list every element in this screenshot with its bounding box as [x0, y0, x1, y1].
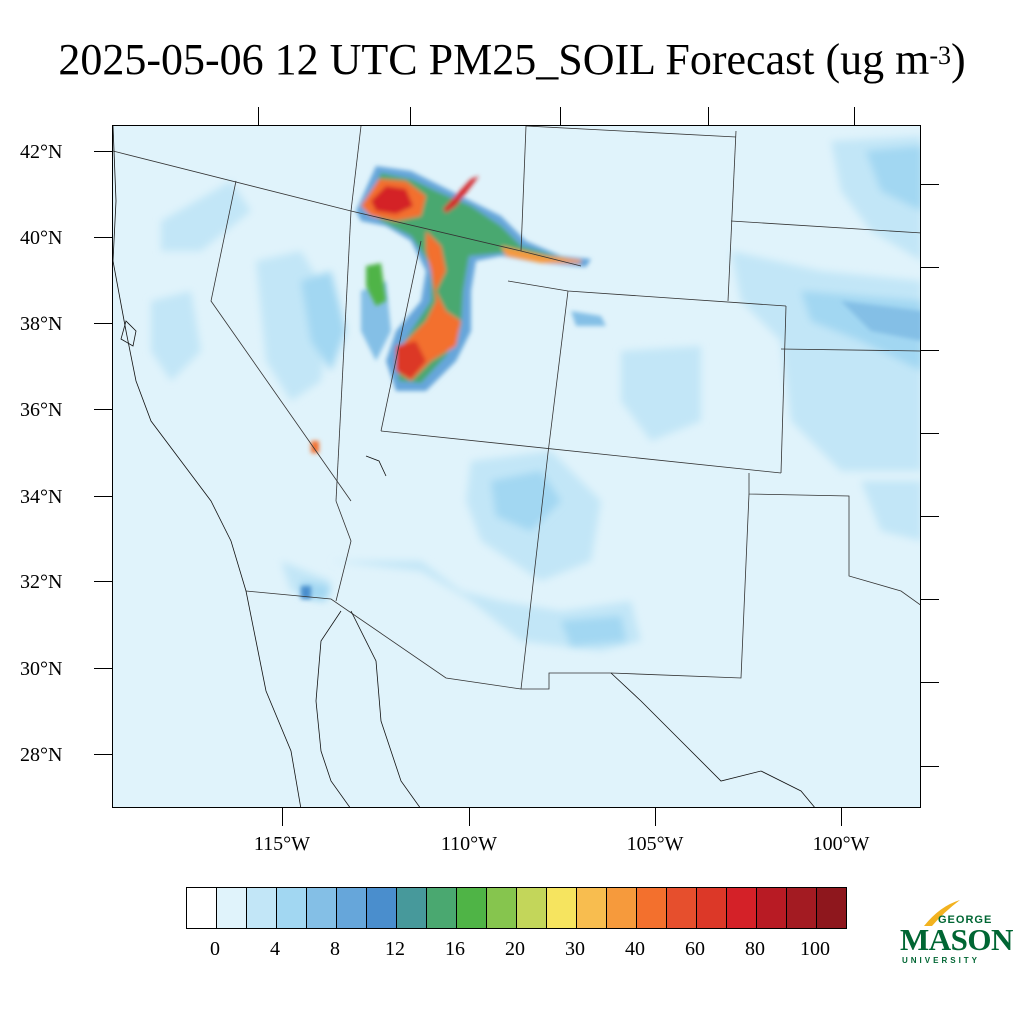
tick-left-42	[94, 151, 112, 152]
colorbar-cell	[637, 888, 667, 928]
map-panel	[112, 125, 921, 808]
tick-left-34	[94, 496, 112, 497]
lon-label-105w: 105°W	[626, 833, 684, 855]
colorbar-label-40: 40	[625, 938, 645, 960]
tick-right-6	[921, 599, 939, 600]
tick-right-1	[921, 184, 939, 185]
colorbar-cell	[247, 888, 277, 928]
tick-right-8	[921, 766, 939, 767]
lon-label-110w: 110°W	[440, 833, 498, 855]
logo-mason: MASON	[900, 922, 1013, 957]
tick-bottom-105w	[655, 808, 656, 826]
colorbar-cell	[517, 888, 547, 928]
colorbar-label-16: 16	[445, 938, 465, 960]
tick-right-5	[921, 516, 939, 517]
tick-bottom-110w	[469, 808, 470, 826]
tick-top-5	[854, 107, 855, 125]
title-close: )	[951, 35, 966, 84]
colorbar-label-80: 80	[745, 938, 765, 960]
lon-label-100w: 100°W	[812, 833, 870, 855]
lat-label-32n: 32°N	[20, 571, 63, 593]
colorbar-cell	[337, 888, 367, 928]
colorbar-cell	[277, 888, 307, 928]
tick-right-2	[921, 267, 939, 268]
colorbar-cell	[787, 888, 817, 928]
tick-left-30	[94, 668, 112, 669]
tick-left-40	[94, 237, 112, 238]
tick-right-3	[921, 350, 939, 351]
colorbar-label-4: 4	[270, 938, 280, 960]
colorbar-cell	[817, 888, 846, 928]
lon-label-115w: 115°W	[253, 833, 311, 855]
colorbar-cell	[187, 888, 217, 928]
low-concentration-field	[151, 136, 920, 651]
lat-label-38n: 38°N	[20, 313, 63, 335]
colorbar-cell	[487, 888, 517, 928]
colorbar-cell	[397, 888, 427, 928]
colorbar-cell	[427, 888, 457, 928]
colorbar-cell	[577, 888, 607, 928]
colorbar-cell	[217, 888, 247, 928]
lat-label-40n: 40°N	[20, 227, 63, 249]
lat-label-30n: 30°N	[20, 658, 63, 680]
colorbar-cell	[457, 888, 487, 928]
tick-right-7	[921, 682, 939, 683]
logo-george: GEORGE	[938, 914, 993, 926]
title-text: 2025-05-06 12 UTC PM25_SOIL Forecast (ug…	[58, 35, 930, 84]
colorbar-cell	[367, 888, 397, 928]
colorbar-cell	[697, 888, 727, 928]
colorbar-label-8: 8	[330, 938, 340, 960]
tick-left-36	[94, 409, 112, 410]
logo-university: UNIVERSITY	[902, 956, 981, 965]
high-concentration-plume	[301, 166, 591, 599]
colorbar-cell	[727, 888, 757, 928]
lat-label-42n: 42°N	[20, 141, 63, 163]
tick-bottom-100w	[841, 808, 842, 826]
george-mason-logo: GEORGE MASON UNIVERSITY	[896, 898, 1013, 968]
colorbar-cell	[307, 888, 337, 928]
forecast-map	[113, 126, 920, 807]
lat-label-34n: 34°N	[20, 486, 63, 508]
colorbar-label-100: 100	[800, 938, 830, 960]
colorbar-label-12: 12	[385, 938, 405, 960]
tick-top-3	[560, 107, 561, 125]
tick-right-4	[921, 433, 939, 434]
tick-top-4	[708, 107, 709, 125]
colorbar-label-20: 20	[505, 938, 525, 960]
chart-title: 2025-05-06 12 UTC PM25_SOIL Forecast (ug…	[0, 30, 1024, 90]
colorbar-label-0: 0	[210, 938, 220, 960]
state-boundaries	[113, 126, 920, 690]
tick-left-28	[94, 754, 112, 755]
tick-left-38	[94, 323, 112, 324]
colorbar-cell	[667, 888, 697, 928]
tick-bottom-115w	[282, 808, 283, 826]
colorbar	[186, 887, 847, 929]
coastline	[113, 126, 815, 807]
tick-top-1	[258, 107, 259, 125]
colorbar-label-30: 30	[565, 938, 585, 960]
tick-left-32	[94, 581, 112, 582]
lat-label-28n: 28°N	[20, 744, 63, 766]
colorbar-cell	[547, 888, 577, 928]
lat-label-36n: 36°N	[20, 399, 63, 421]
title-exponent: -3	[929, 41, 951, 70]
colorbar-cell	[757, 888, 787, 928]
colorbar-label-60: 60	[685, 938, 705, 960]
colorbar-cell	[607, 888, 637, 928]
tick-top-2	[410, 107, 411, 125]
logo-swoosh-icon	[924, 900, 960, 926]
